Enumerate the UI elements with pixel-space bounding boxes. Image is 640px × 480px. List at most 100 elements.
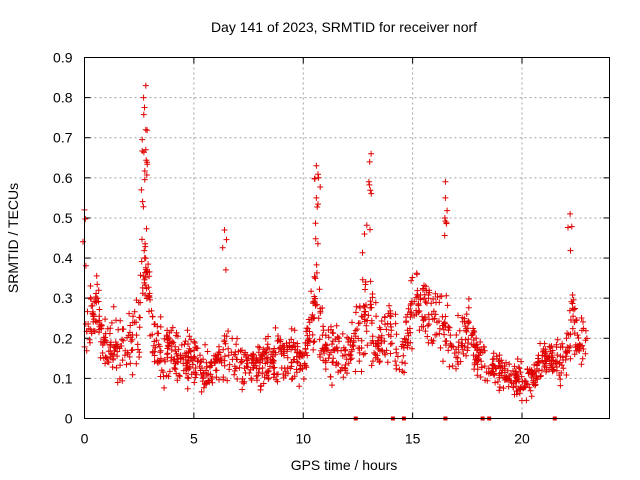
data-point: [202, 341, 209, 348]
data-point: [192, 365, 199, 371]
data-point: [329, 338, 336, 345]
data-point: [510, 384, 517, 391]
data-point: [554, 352, 561, 358]
data-point: [455, 312, 461, 319]
data-point: [126, 310, 133, 317]
data-point: [104, 359, 111, 365]
data-point: [455, 344, 462, 351]
data-point: [444, 302, 451, 309]
data-point: [199, 365, 205, 372]
data-point: [141, 254, 148, 261]
data-point: [409, 345, 415, 352]
data-point: [203, 380, 210, 387]
data-point: [153, 337, 160, 344]
data-point: [518, 373, 525, 380]
data-point: [358, 368, 365, 375]
data-point: [570, 296, 577, 303]
data-point: [309, 331, 316, 338]
data-point: [145, 284, 152, 291]
data-point: [141, 168, 148, 174]
data-point: [368, 190, 375, 197]
data-point: [557, 382, 564, 389]
data-point: [345, 339, 352, 345]
data-point: [496, 370, 503, 377]
y-axis-title: SRMTID / TECUs: [5, 183, 21, 293]
data-points: [80, 82, 590, 404]
data-point: [219, 244, 226, 251]
data-point: [131, 308, 138, 315]
data-point: [562, 348, 569, 355]
data-point: [553, 341, 560, 348]
data-point: [425, 339, 432, 346]
data-point: [511, 363, 518, 370]
data-point: [191, 347, 198, 354]
data-point: [422, 283, 429, 290]
data-point: [157, 349, 164, 356]
data-point: [267, 363, 273, 370]
data-point: [291, 327, 298, 334]
data-point: [329, 382, 335, 389]
data-point: [185, 375, 192, 382]
data-point: [146, 308, 152, 315]
data-point: [560, 365, 567, 372]
data-point: [184, 359, 191, 366]
data-point: [269, 356, 276, 363]
data-point: [421, 291, 428, 298]
data-point: [174, 356, 180, 362]
data-point: [113, 317, 119, 324]
data-point: [399, 368, 406, 375]
data-point: [415, 293, 421, 300]
data-point: [358, 337, 365, 344]
y-tick-label: 0.5: [53, 210, 73, 226]
data-point: [369, 291, 376, 297]
data-point: [367, 187, 374, 194]
data-point: [302, 339, 309, 346]
data-point: [563, 372, 570, 378]
data-point: [280, 374, 287, 381]
data-point: [155, 360, 161, 366]
data-point: [119, 336, 125, 343]
data-point: [478, 364, 485, 371]
data-point: [515, 364, 522, 371]
data-point: [263, 369, 270, 376]
data-point: [165, 343, 172, 350]
data-point: [420, 317, 427, 324]
data-point: [362, 308, 369, 315]
data-point: [493, 353, 500, 360]
data-point: [348, 335, 355, 342]
y-tick-label: 0.6: [53, 170, 73, 186]
data-point: [340, 374, 347, 381]
data-point: [430, 308, 437, 315]
data-point: [176, 373, 183, 380]
data-point: [270, 365, 277, 372]
data-point: [394, 353, 401, 360]
data-point: [579, 342, 586, 349]
data-point: [481, 347, 488, 354]
data-point: [211, 359, 218, 366]
data-point: [143, 172, 150, 178]
data-point: [154, 330, 161, 337]
data-point: [314, 240, 321, 247]
data-point: [368, 362, 375, 369]
x-tick-label: 20: [514, 431, 530, 447]
data-point: [399, 338, 406, 345]
data-point: [353, 303, 360, 310]
data-point: [567, 355, 574, 362]
data-point: [459, 314, 466, 321]
data-point: [446, 363, 453, 370]
data-point: [135, 346, 141, 353]
data-point: [420, 286, 426, 293]
data-point: [565, 331, 572, 338]
data-point: [141, 104, 148, 111]
data-point: [317, 354, 324, 360]
data-point: [260, 380, 267, 387]
data-point: [566, 307, 573, 314]
data-point: [157, 347, 164, 354]
data-point: [436, 325, 443, 332]
data-point: [408, 277, 415, 284]
data-point: [311, 274, 318, 281]
data-point: [241, 365, 248, 372]
data-point: [212, 352, 219, 359]
data-point: [499, 360, 505, 367]
data-point: [136, 324, 143, 331]
